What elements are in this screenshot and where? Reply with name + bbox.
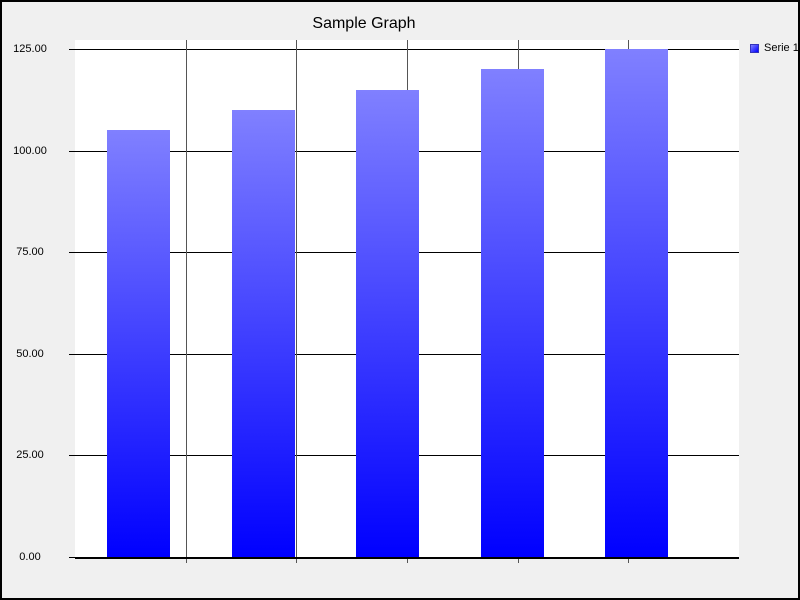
bar-serie1-5[interactable] — [605, 49, 668, 557]
y-axis-tick — [69, 557, 75, 558]
v-gridline — [185, 40, 187, 563]
bar-serie1-3[interactable] — [356, 89, 419, 557]
series-marker-icon[interactable] — [750, 43, 759, 53]
y-axis-tick — [69, 150, 75, 152]
y-axis-tick — [69, 353, 75, 355]
y-tick-label: 75.00 — [16, 246, 44, 259]
bar-serie1-1[interactable] — [107, 130, 170, 557]
x-axis-line — [75, 557, 739, 559]
bar-serie1-4[interactable] — [480, 69, 544, 557]
y-tick-label: 50.00 — [16, 347, 44, 360]
chart-title: Sample Graph — [312, 15, 416, 32]
v-gridline — [296, 40, 298, 563]
y-axis-tick — [69, 49, 75, 50]
y-tick-label: 25.00 — [16, 449, 44, 462]
legend-series-label[interactable]: Serie 1 — [764, 42, 799, 54]
bar-serie1-2[interactable] — [231, 109, 295, 557]
y-axis-tick — [69, 252, 75, 254]
y-tick-label: 0.00 — [19, 551, 41, 563]
legend: Serie 1 — [750, 42, 799, 54]
y-axis-tick — [69, 455, 75, 457]
y-tick-label: 100.00 — [13, 144, 47, 157]
y-tick-label: 125.00 — [13, 43, 47, 55]
